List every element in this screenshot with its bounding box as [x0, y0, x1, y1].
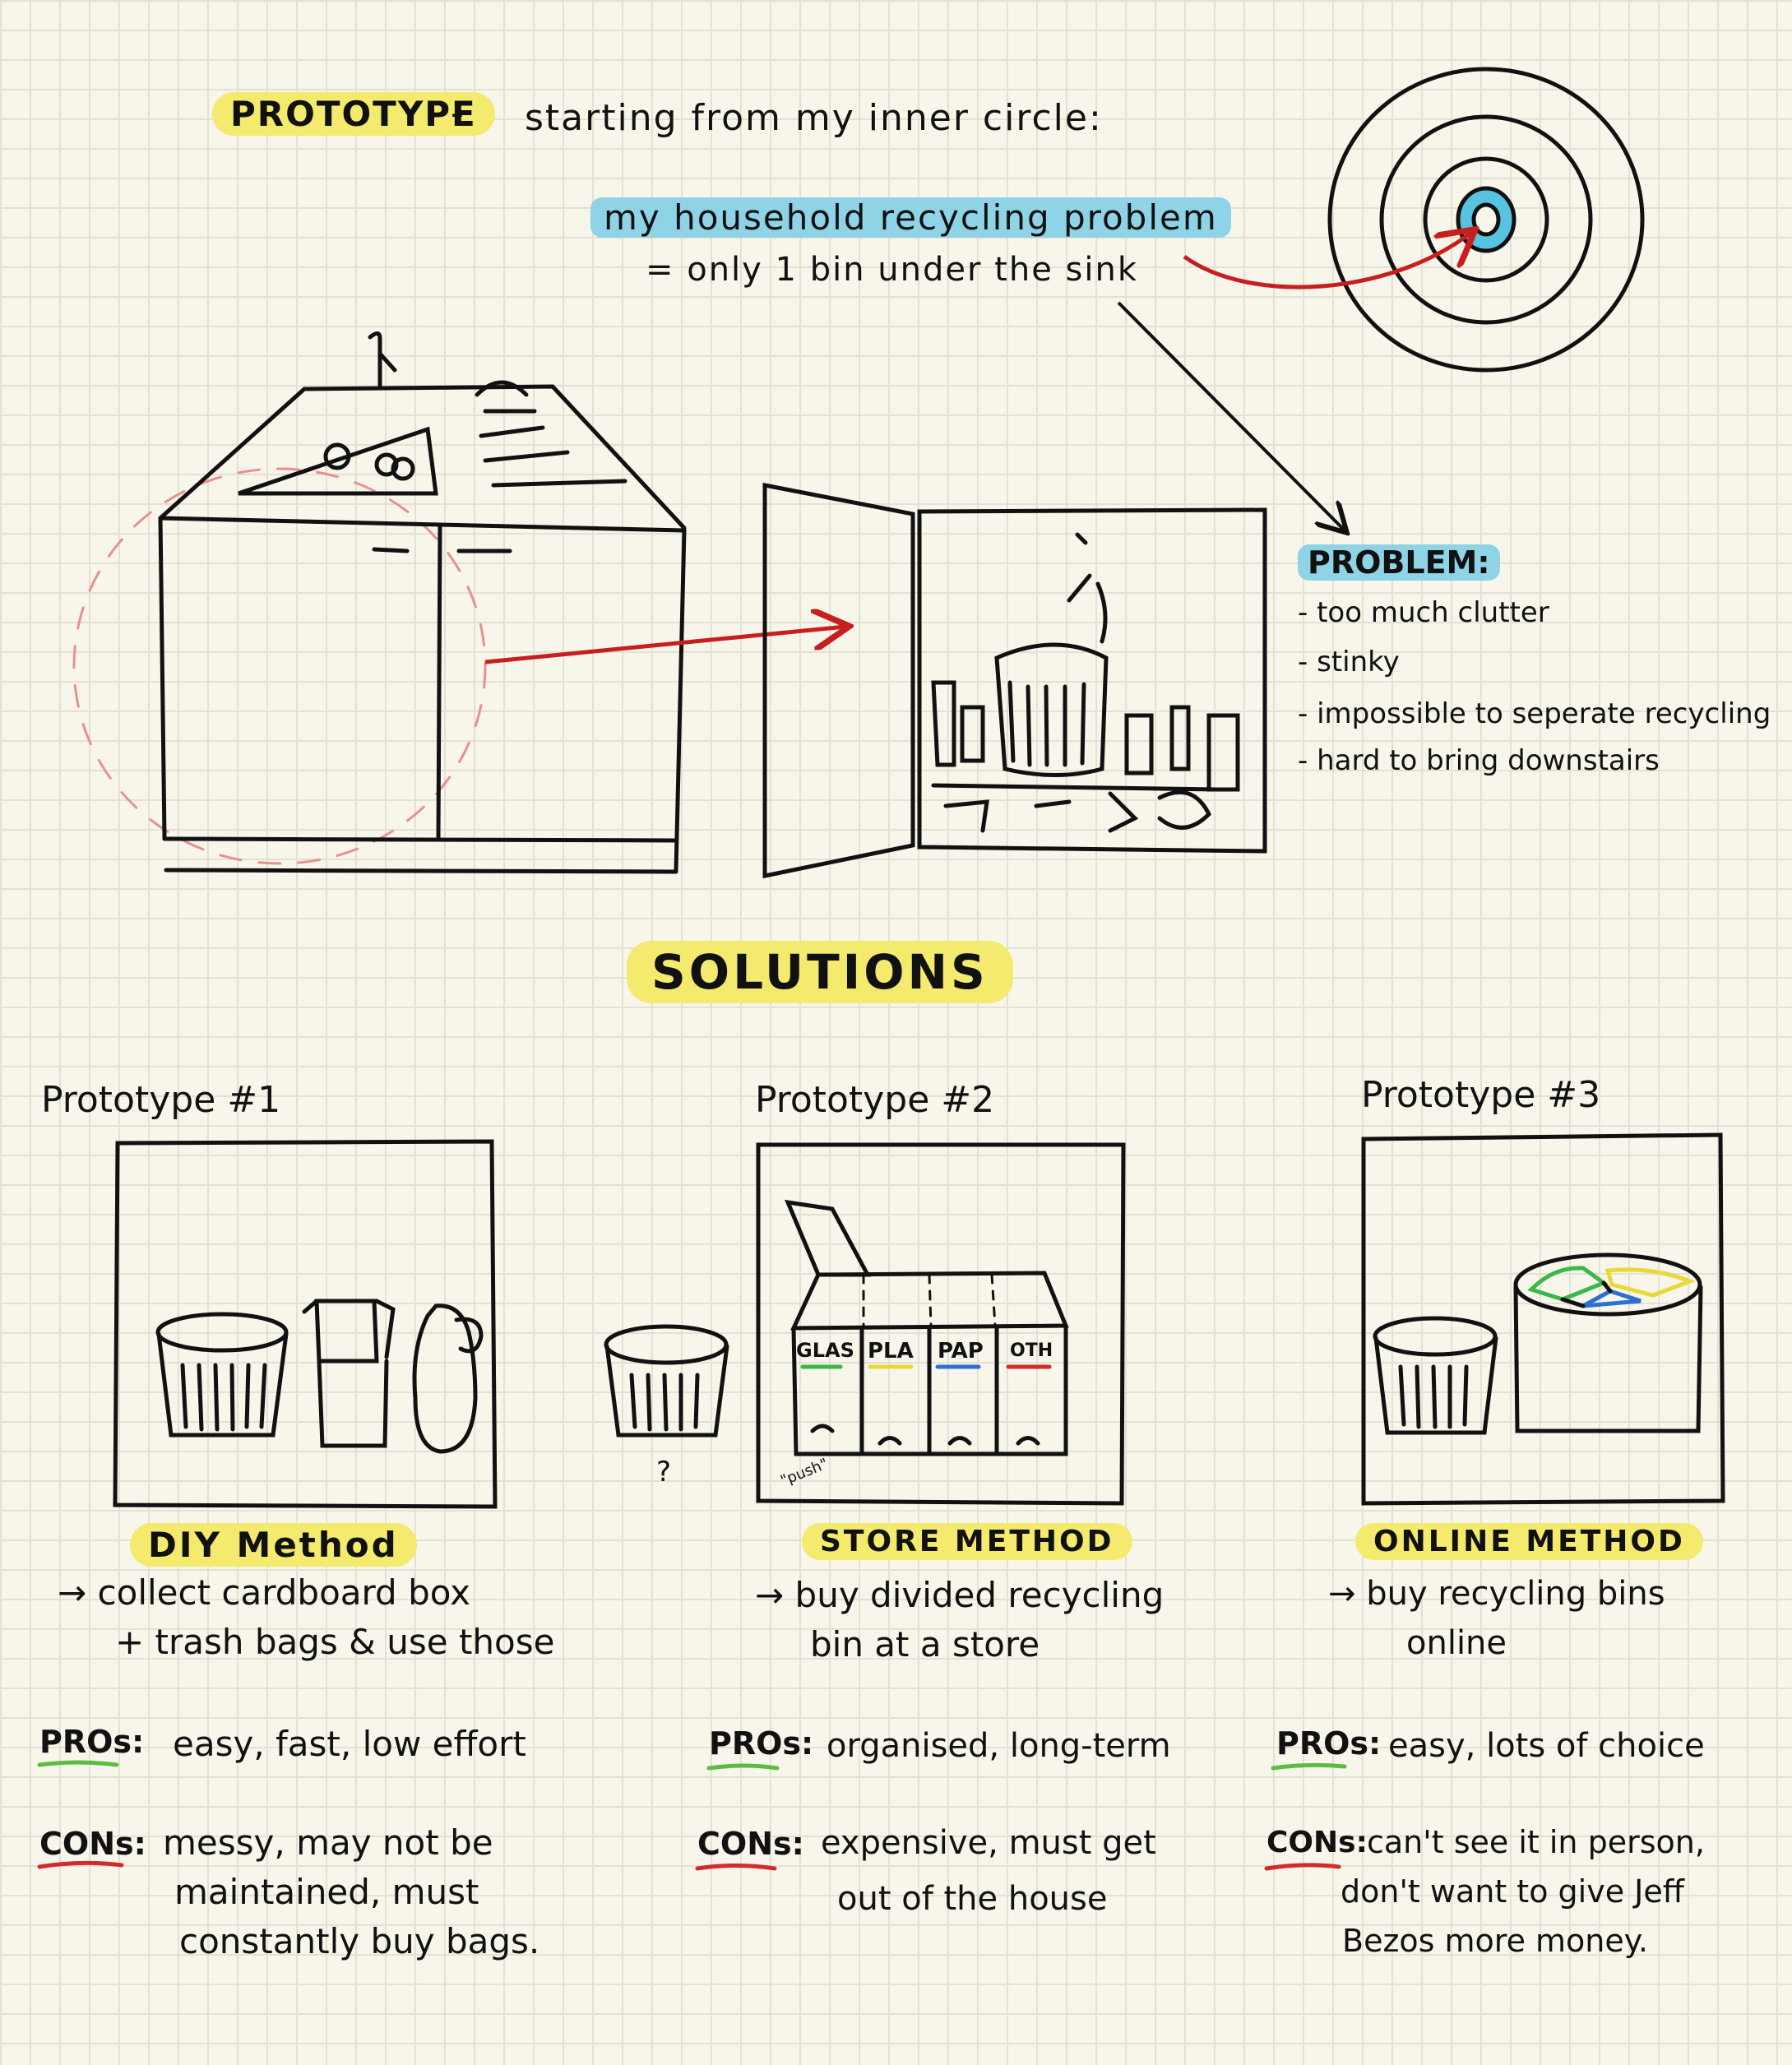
- bin-label-glass: GLAS: [796, 1339, 854, 1362]
- prototype-3-desc: online: [1406, 1624, 1507, 1662]
- header-dash: -: [451, 92, 465, 134]
- solutions-title: SOLUTIONS: [627, 941, 1013, 1003]
- target-icon: [1327, 67, 1645, 373]
- trash-bin-icon: [1373, 1316, 1498, 1435]
- problem-subtitle: = only 1 bin under the sink: [646, 251, 1138, 289]
- pros-2-underline: [706, 1763, 780, 1771]
- problem-item: - impossible to seperate recycling: [1298, 697, 1771, 730]
- cons-1-underline: [37, 1860, 124, 1869]
- problem-title: my household recycling problem: [590, 197, 1231, 238]
- intro-text: starting from my inner circle:: [525, 97, 1103, 139]
- prototype-3-pros-label: PROs:: [1276, 1725, 1382, 1762]
- trash-bin-icon: [604, 1324, 729, 1438]
- prototype-3-cons: Bezos more money.: [1342, 1923, 1648, 1959]
- trash-bin-icon: [155, 1312, 289, 1438]
- bin-label-plastic: PLA: [868, 1339, 914, 1364]
- bin-label-paper: PAP: [938, 1339, 984, 1364]
- prototype-1-cons: messy, may not be: [163, 1822, 493, 1863]
- problem-item: - stinky: [1298, 646, 1400, 678]
- prototype-2-desc: bin at a store: [810, 1624, 1040, 1665]
- prototype-3-title: Prototype #3: [1361, 1074, 1601, 1116]
- prototype-3-method: ONLINE METHOD: [1355, 1523, 1703, 1560]
- cons-3-underline: [1264, 1863, 1341, 1871]
- prototype-1-method: DIY Method: [130, 1523, 417, 1567]
- prototype-2-cons-label: CONs:: [697, 1826, 804, 1862]
- question-mark: ?: [656, 1456, 672, 1489]
- prototype-1-desc: → collect cardboard box: [58, 1572, 470, 1613]
- prototype-2-pros: organised, long-term: [827, 1727, 1171, 1765]
- sink-to-cupboard-arrow: [484, 627, 845, 664]
- prototype-2-drawing: [756, 1142, 1126, 1506]
- prototype-2-method: STORE METHOD: [802, 1523, 1132, 1560]
- pros-3-underline: [1271, 1762, 1347, 1771]
- bin-label-other: OTH: [1010, 1340, 1053, 1361]
- prototype-2-desc: → buy divided recycling: [755, 1575, 1165, 1615]
- problem-item: - too much clutter: [1298, 596, 1549, 629]
- prototype-2-pros-label: PROs:: [709, 1725, 814, 1762]
- prototype-1-desc: + trash bags & use those: [115, 1622, 555, 1662]
- open-cupboard-icon: [762, 482, 1267, 879]
- prototype-label: PROTOTYPE: [212, 92, 495, 136]
- prototype-1-cons: constantly buy bags.: [179, 1921, 540, 1961]
- prototype-3-cons-label: CONs:: [1266, 1826, 1368, 1859]
- problem-label: PROBLEM:: [1298, 544, 1500, 581]
- prototype-1-title: Prototype #1: [41, 1079, 281, 1121]
- cardboard-box-icon: [302, 1299, 396, 1448]
- problem-to-list-arrow: [1117, 301, 1345, 530]
- prototype-1-pros: easy, fast, low effort: [173, 1724, 526, 1764]
- sink-cabinet-icon: [72, 331, 687, 874]
- round-divided-bin-icon: [1513, 1252, 1703, 1433]
- pros-1-underline: [37, 1760, 119, 1767]
- problem-item: - hard to bring downstairs: [1298, 744, 1660, 777]
- prototype-2-title: Prototype #2: [755, 1079, 995, 1121]
- prototype-2-cons: out of the house: [837, 1880, 1108, 1918]
- prototype-3-cons: don't want to give Jeff: [1341, 1873, 1684, 1910]
- prototype-1-cons-label: CONs:: [39, 1826, 146, 1862]
- prototype-1-drawing: [113, 1139, 498, 1509]
- divided-bin-icon: [784, 1199, 1069, 1456]
- prototype-3-desc: → buy recycling bins: [1328, 1575, 1665, 1613]
- prototype-1-pros-label: PROs:: [39, 1724, 145, 1760]
- prototype-3-drawing: [1361, 1132, 1725, 1506]
- prototype-1-cons: maintained, must: [174, 1872, 479, 1912]
- trash-bag-icon: [412, 1303, 484, 1454]
- prototype-3-pros: easy, lots of choice: [1388, 1727, 1705, 1765]
- prototype-3-cons: can't see it in person,: [1367, 1824, 1705, 1860]
- problem-to-target-arrow: [1183, 232, 1472, 289]
- prototype-2-cons: expensive, must get: [821, 1824, 1156, 1862]
- cons-2-underline: [695, 1864, 777, 1871]
